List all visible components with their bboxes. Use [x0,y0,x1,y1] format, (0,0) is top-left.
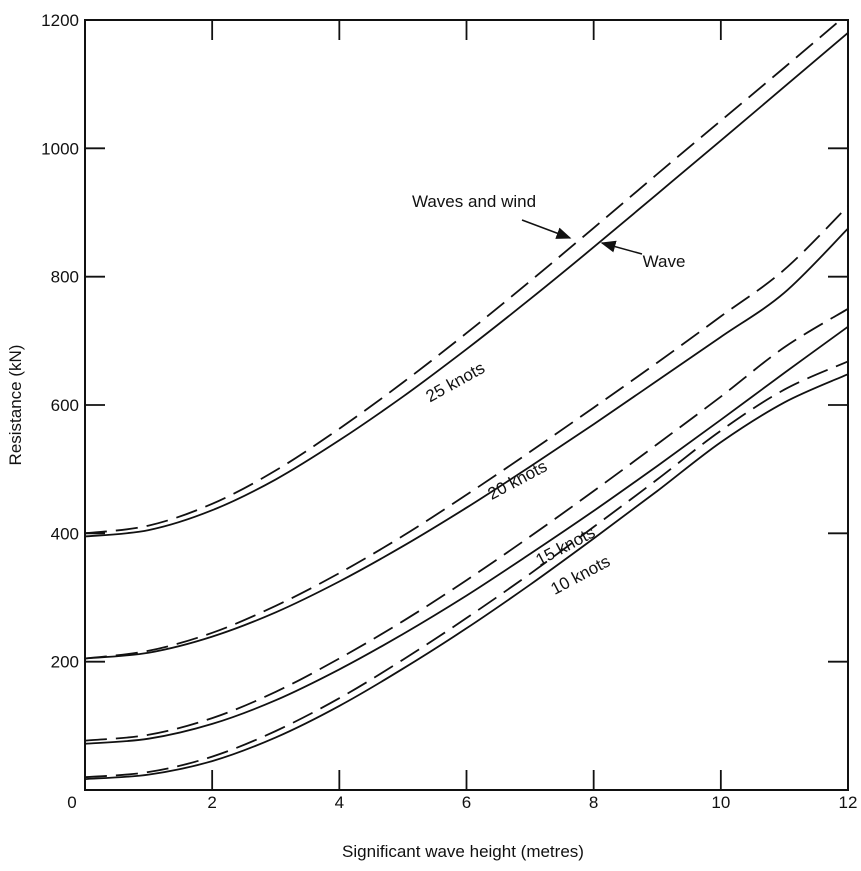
series-line-10-knots-waves-and-wind [84,360,849,779]
x-tick-label: 2 [207,793,216,812]
annotation-wave: Wave [643,252,686,271]
series-line-20-knots-waves-and-wind [84,205,849,660]
arrow-waves-and-wind [521,219,572,239]
series-line-25-knots-wave [84,32,849,538]
series-line-15-knots-waves-and-wind [84,308,849,742]
x-tick-labels: 2 4 6 8 10 12 [207,793,857,812]
origin-label: 0 [67,793,76,812]
y-tick-label: 800 [51,268,79,287]
x-tick-label: 8 [589,793,598,812]
y-tick-label: 1000 [41,139,79,158]
label-25-knots: 25 knots [423,358,488,406]
y-axis-title: Resistance (kN) [6,345,25,466]
axis-ticks [85,20,848,790]
x-tick-label: 10 [711,793,730,812]
y-tick-label: 200 [51,653,79,672]
x-axis-title: Significant wave height (metres) [342,842,584,861]
y-tick-labels: 200 400 600 800 1000 1200 [41,11,79,672]
plot-frame [84,19,849,791]
series-line-25-knots-waves-and-wind [84,19,841,535]
series-curves [84,19,849,780]
annotation-waves-and-wind: Waves and wind [412,192,536,211]
y-tick-label: 600 [51,396,79,415]
series-line-10-knots-wave [84,373,849,780]
x-tick-label: 6 [462,793,471,812]
series-line-20-knots-wave [84,227,849,660]
label-20-knots: 20 knots [485,457,551,504]
arrow-wave [600,240,643,255]
y-tick-label: 1200 [41,11,79,30]
series-line-15-knots-wave [84,325,849,745]
x-tick-label: 12 [839,793,858,812]
y-tick-label: 400 [51,524,79,543]
x-tick-label: 4 [335,793,344,812]
